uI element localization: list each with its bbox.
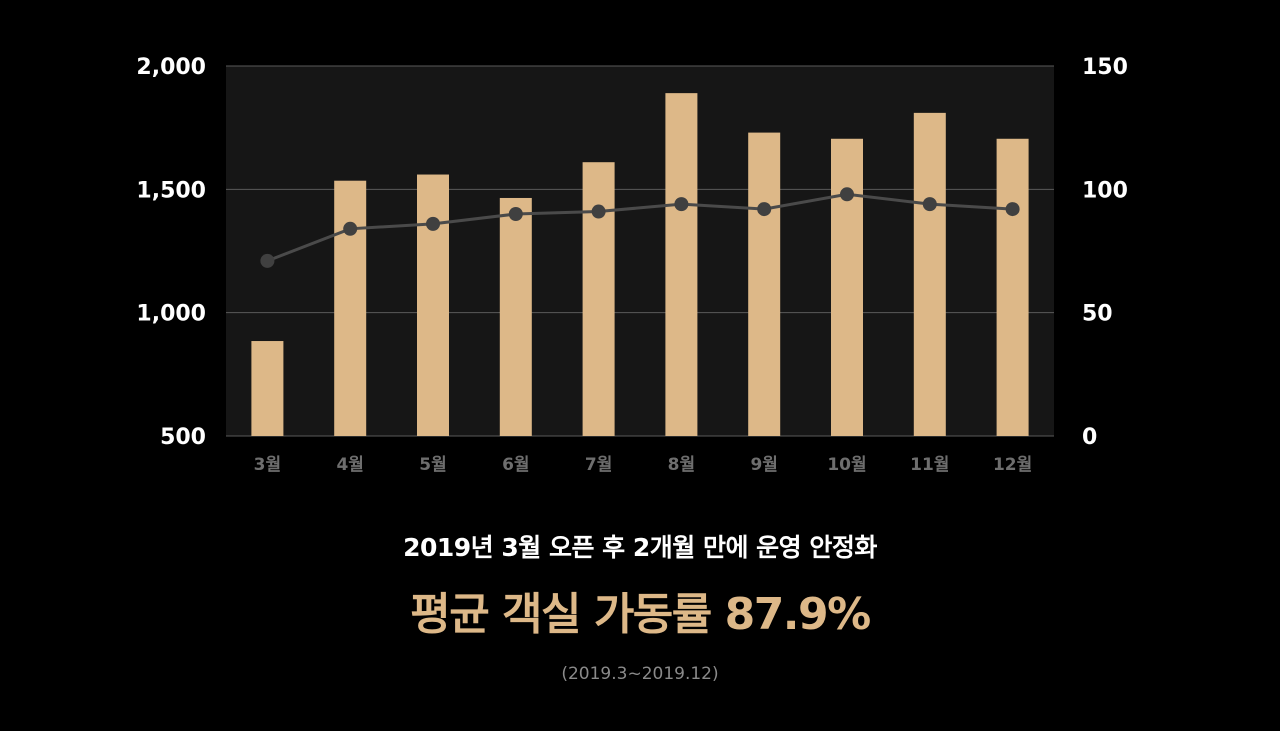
right-tick-label: 150 — [1082, 55, 1128, 80]
line-point-9 — [922, 197, 937, 212]
line-point-2 — [343, 221, 358, 236]
line-point-5 — [591, 204, 606, 219]
category-label: 9월 — [750, 455, 777, 475]
line-point-6 — [674, 197, 689, 212]
line-series — [260, 187, 1020, 268]
bar-6 — [665, 93, 698, 436]
bar-2 — [334, 180, 367, 436]
subtitle: 2019년 3월 오픈 후 2개월 만에 운영 안정화 — [403, 533, 877, 562]
category-label: 5월 — [419, 455, 446, 475]
left-tick-label: 1,000 — [136, 302, 206, 327]
category-label: 6월 — [502, 455, 529, 475]
bar-9 — [913, 112, 946, 436]
left-tick-label: 2,000 — [136, 55, 206, 80]
line-point-1 — [260, 253, 275, 268]
line-point-8 — [840, 187, 854, 202]
period-note: (2019.3~2019.12) — [561, 664, 719, 684]
category-label: 12월 — [993, 455, 1032, 475]
category-label: 7월 — [585, 455, 612, 475]
x-axis: 3월 4월 5월 6월 7월 8월 9월 10월 11월 12월 — [254, 455, 1033, 475]
category-label: 4월 — [336, 455, 363, 475]
right-tick-label: 100 — [1082, 178, 1128, 203]
bar-7 — [748, 132, 781, 436]
category-label: 8월 — [668, 455, 695, 475]
category-label: 11월 — [910, 455, 949, 475]
left-axis: 2,000 1,500 1,000 500 — [136, 55, 206, 450]
bar-8 — [831, 138, 863, 436]
bar-4 — [499, 197, 532, 436]
bar-3 — [417, 174, 449, 437]
line-point-7 — [757, 202, 772, 217]
bar-10 — [996, 138, 1029, 436]
category-label: 3월 — [254, 455, 281, 475]
right-tick-label: 50 — [1082, 302, 1113, 327]
category-label: 10월 — [827, 455, 866, 475]
left-tick-label: 500 — [160, 425, 206, 450]
left-tick-label: 1,500 — [136, 178, 206, 203]
right-axis: 150 100 50 0 — [1082, 55, 1128, 450]
line-point-4 — [508, 207, 523, 221]
headline: 평균 객실 가동률 87.9% — [410, 589, 871, 640]
bar-1 — [251, 341, 284, 436]
occupancy-line — [266, 192, 1013, 263]
line-point-10 — [1005, 202, 1020, 217]
line-point-3 — [426, 216, 440, 231]
right-tick-label: 0 — [1082, 425, 1097, 450]
bar-5 — [582, 162, 615, 436]
